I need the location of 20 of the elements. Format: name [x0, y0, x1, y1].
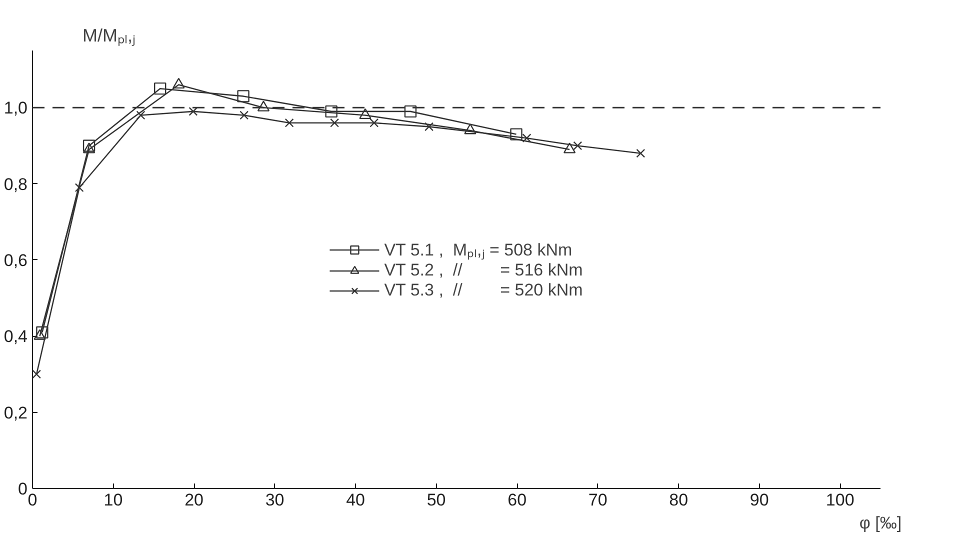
- legend-label: VT 5.3 , // = 520 kNm: [384, 280, 583, 300]
- x-tick-label: 50: [426, 490, 446, 510]
- x-tick-label: 90: [750, 490, 769, 510]
- y-axis-title: M/Mₚₗ,ⱼ: [82, 26, 136, 46]
- y-tick-label: 1,0: [4, 98, 28, 118]
- y-tick-label: 0,4: [4, 327, 28, 346]
- y-tick-label: 0,8: [4, 174, 28, 194]
- x-tick-label: 80: [669, 490, 688, 510]
- legend-label: VT 5.2 , // = 516 kNm: [384, 260, 583, 280]
- x-axis-title: φ [‰]: [859, 514, 902, 532]
- x-tick-label: 60: [508, 490, 527, 510]
- y-tick-label: 0,6: [4, 250, 28, 270]
- x-tick-label: 10: [104, 490, 123, 510]
- x-tick-label: 70: [588, 490, 608, 510]
- x-tick-label: 40: [346, 490, 366, 510]
- x-tick-label: 20: [184, 490, 204, 510]
- x-tick-label: 30: [265, 490, 284, 510]
- legend-label: VT 5.1 , Mₚₗ,ⱼ = 508 kNm: [384, 240, 572, 260]
- y-tick-label: 0,2: [4, 403, 28, 422]
- x-tick-label: 100: [826, 490, 854, 510]
